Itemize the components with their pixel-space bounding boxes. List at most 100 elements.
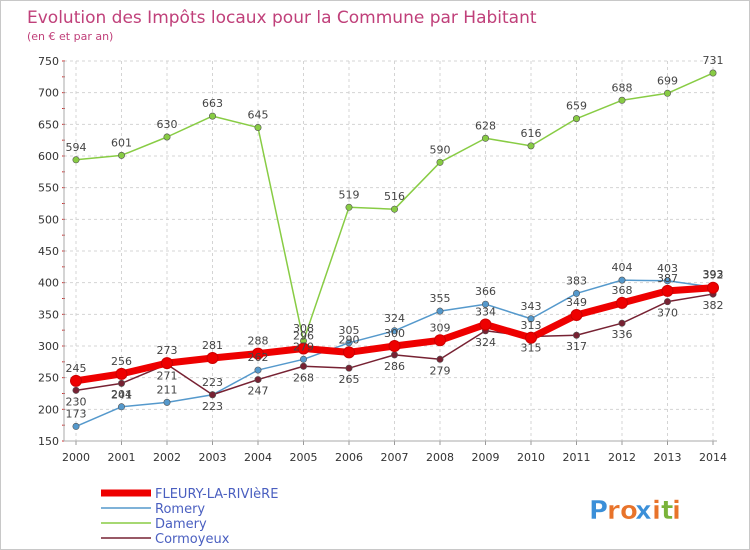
brand-logo-letter: t [661,496,673,526]
data-label-damery: 616 [521,127,542,140]
data-label-fleury-la-rivi-re: 245 [66,362,87,375]
brand-logo-letter: x [635,496,652,526]
x-tick-label: 2006 [335,451,363,464]
chart-subtitle: (en € et par an) [27,30,113,43]
data-point-damery [254,124,262,132]
data-point-cormoyeux [72,386,80,394]
data-label-romery: 262 [248,351,269,364]
data-point-damery [436,158,444,166]
y-tick-label: 600 [38,150,59,163]
data-point-damery [345,203,353,211]
y-tick-label: 450 [38,245,59,258]
data-label-damery: 663 [202,97,223,110]
data-point-romery [345,339,353,347]
y-tick-label: 150 [38,435,59,448]
data-label-cormoyeux: 382 [703,299,724,312]
x-tick-label: 2012 [608,451,636,464]
data-label-cormoyeux: 230 [66,395,87,408]
data-point-romery [663,277,671,285]
y-tick-label: 650 [38,118,59,131]
x-tick-label: 2009 [472,451,500,464]
data-label-fleury-la-rivi-re: 392 [703,269,724,282]
data-point-damery [618,96,626,104]
data-point-fleury-la-rivi-re [70,374,82,387]
legend-label-romery: Romery [155,502,205,517]
data-point-damery [527,142,535,150]
data-point-romery [72,422,80,430]
data-point-cormoyeux [390,351,398,359]
data-label-romery: 403 [657,262,678,275]
data-label-fleury-la-rivi-re: 296 [293,330,314,343]
data-point-fleury-la-rivi-re [570,308,583,321]
data-point-fleury-la-rivi-re [388,340,401,352]
data-point-damery [390,205,398,213]
data-label-romery: 305 [339,324,360,337]
data-point-romery [618,276,626,284]
legend-label-damery: Damery [155,517,207,532]
data-label-romery: 173 [66,407,87,420]
data-point-damery [663,89,671,97]
data-point-cormoyeux [572,331,580,339]
data-point-fleury-la-rivi-re [206,352,219,365]
y-tick-label: 200 [38,403,59,416]
data-point-damery [481,134,489,142]
data-label-cormoyeux: 271 [157,369,178,382]
data-label-damery: 516 [384,190,405,203]
data-point-romery [481,300,489,308]
data-point-fleury-la-rivi-re [343,346,355,359]
data-label-romery: 366 [475,285,496,298]
x-tick-label: 2007 [381,451,409,464]
legend-label-fleury-la-rivi-re: FLEURY-LA-RIVIèRE [155,487,278,502]
x-tick-label: 2002 [153,451,181,464]
brand-logo-letter: r [607,496,620,526]
data-point-damery [72,156,80,164]
data-point-romery [163,398,171,406]
data-point-fleury-la-rivi-re [297,342,310,355]
data-label-cormoyeux: 247 [248,385,269,398]
x-tick-label: 2001 [108,451,136,464]
brand-logo-letter: i [672,496,681,526]
x-tick-label: 2005 [290,451,318,464]
data-label-cormoyeux: 265 [339,373,360,386]
data-label-fleury-la-rivi-re: 334 [475,305,496,318]
data-label-cormoyeux: 286 [384,360,405,373]
data-point-cormoyeux [618,319,626,327]
data-label-fleury-la-rivi-re: 256 [111,355,132,368]
data-point-romery [572,289,580,297]
y-tick-label: 700 [38,87,59,100]
data-label-fleury-la-rivi-re: 368 [612,284,633,297]
data-label-damery: 688 [612,81,633,94]
data-label-fleury-la-rivi-re: 273 [157,344,178,357]
data-point-fleury-la-rivi-re [525,331,537,344]
data-label-cormoyeux: 223 [202,400,223,413]
data-label-romery: 355 [430,292,451,305]
data-point-damery [209,112,217,120]
data-label-damery: 594 [66,141,87,154]
y-tick-label: 550 [38,182,59,195]
brand-logo-letter: P [589,496,608,526]
data-label-romery: 223 [202,376,223,389]
data-label-fleury-la-rivi-re: 387 [657,272,678,285]
data-label-romery: 383 [566,274,587,287]
data-label-cormoyeux: 268 [293,371,314,384]
x-tick-label: 2000 [62,451,90,464]
x-tick-label: 2003 [199,451,227,464]
legend-label-cormoyeux: Cormoyeux [155,532,230,547]
data-label-damery: 630 [157,118,178,131]
data-point-fleury-la-rivi-re [252,347,264,360]
data-point-fleury-la-rivi-re [661,284,674,297]
data-point-romery [118,403,126,411]
data-label-romery: 343 [521,300,542,313]
data-label-romery: 324 [384,312,405,325]
data-point-cormoyeux [118,379,126,387]
chart-title: Evolution des Impôts locaux pour la Comm… [27,8,537,28]
data-label-romery: 204 [111,388,132,401]
data-point-romery [254,366,262,374]
data-label-damery: 519 [339,188,360,201]
data-label-fleury-la-rivi-re: 309 [430,321,451,334]
data-label-damery: 601 [111,136,132,149]
data-label-cormoyeux: 241 [111,388,132,401]
data-point-fleury-la-rivi-re [434,334,446,347]
